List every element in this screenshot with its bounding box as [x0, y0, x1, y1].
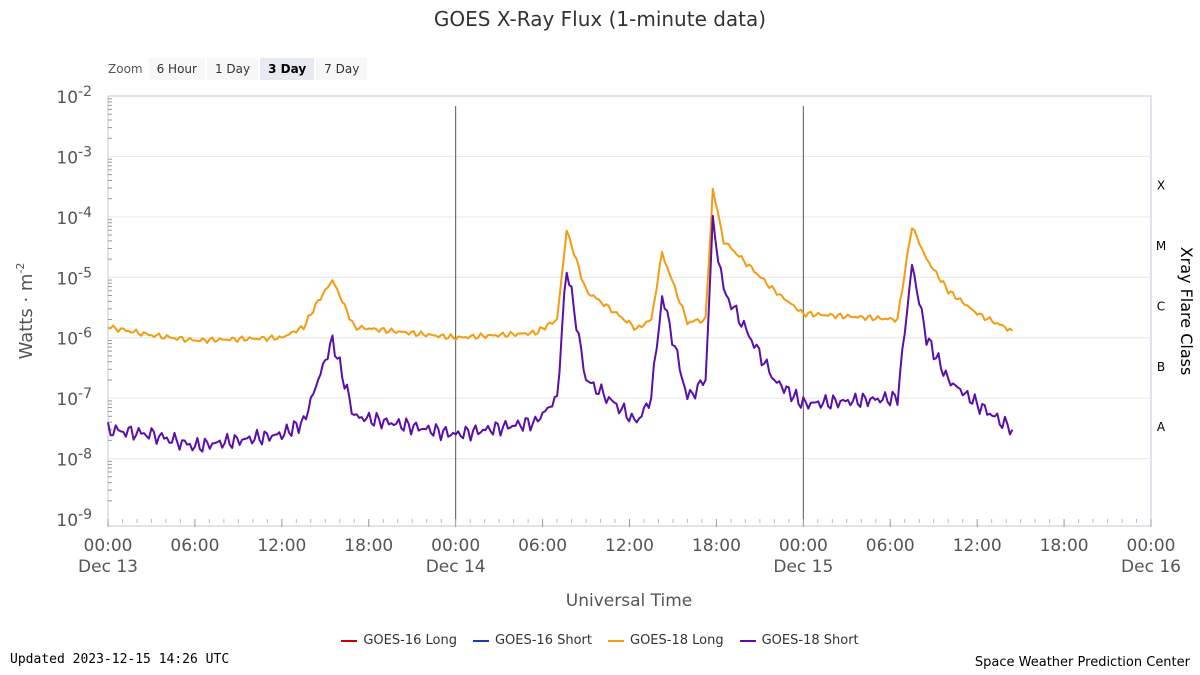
legend-goes16-long[interactable]: GOES-16 Long — [341, 633, 457, 648]
zoom-label: Zoom — [108, 62, 143, 76]
y-tick-label: 10-9 — [56, 507, 92, 531]
legend-swatch — [472, 639, 489, 642]
x-tick-time: 18:00 — [344, 536, 393, 556]
y-axis-label-text: Watts · m — [16, 274, 37, 360]
y-tick-label: 10-8 — [56, 447, 92, 471]
legend-swatch — [739, 639, 756, 642]
y-tick-label: 10-7 — [56, 386, 92, 410]
y-tick-label: 10-4 — [56, 205, 92, 229]
zoom-6-hour-button[interactable]: 6 Hour — [148, 58, 205, 80]
flare-class-label: M — [1156, 239, 1166, 253]
updated-timestamp: Updated 2023-12-15 14:26 UTC — [10, 652, 230, 667]
chart-title: GOES X-Ray Flux (1-minute data) — [434, 7, 766, 31]
x-tick-time: 06:00 — [518, 536, 567, 556]
legend-goes16-short[interactable]: GOES-16 Short — [472, 633, 592, 648]
legend-label: GOES-18 Short — [761, 633, 859, 648]
flare-class-label: C — [1157, 299, 1165, 313]
x-tick-date: Dec 13 — [78, 557, 138, 577]
x-tick-time: 18:00 — [1040, 536, 1089, 556]
legend-label: GOES-18 Long — [630, 633, 724, 648]
chart-legend: GOES-16 Long GOES-16 Short GOES-18 Long … — [0, 633, 1200, 648]
series-lines — [107, 187, 1014, 453]
zoom-1-day-button[interactable]: 1 Day — [206, 58, 259, 80]
series-line-goes-18-long — [107, 187, 1014, 344]
x-tick-date: Dec 15 — [773, 557, 833, 577]
series-line-goes-18-short — [107, 214, 1014, 453]
plot-area — [107, 95, 1152, 527]
legend-swatch — [608, 639, 624, 642]
flare-class-labels: X M C B A — [1156, 179, 1166, 435]
x-tick-time: 12:00 — [605, 536, 654, 556]
y-axis-label-exponent: -2 — [14, 263, 27, 274]
x-tick-time: 12:00 — [257, 536, 306, 556]
x-tick-time: 00:00 — [1127, 536, 1176, 556]
y-axis-ticks: 10-2 10-3 10-4 10-5 10-6 10-7 10-8 10-9 — [56, 84, 112, 531]
legend-goes18-short[interactable]: GOES-18 Short — [739, 633, 859, 648]
x-tick-date: Dec 16 — [1121, 557, 1181, 577]
legend-goes18-long[interactable]: GOES-18 Long — [608, 633, 724, 648]
legend-swatch — [341, 639, 358, 642]
legend-label: GOES-16 Long — [363, 633, 457, 648]
y2-axis-label: Xray Flare Class — [1177, 247, 1196, 376]
legend-label: GOES-16 Short — [494, 633, 592, 648]
y-tick-label: 10-3 — [56, 144, 92, 168]
flare-class-label: A — [1157, 420, 1166, 434]
y-tick-label: 10-2 — [56, 84, 92, 108]
zoom-selector: Zoom 6 Hour 1 Day 3 Day 7 Day — [108, 58, 369, 80]
x-tick-time: 00:00 — [779, 536, 828, 556]
x-tick-time: 06:00 — [866, 536, 915, 556]
zoom-3-day-button[interactable]: 3 Day — [260, 58, 315, 80]
credit-text: Space Weather Prediction Center — [974, 655, 1190, 670]
flare-class-label: X — [1157, 179, 1165, 193]
y-tick-label: 10-6 — [56, 326, 92, 350]
y-tick-label: 10-5 — [56, 265, 92, 289]
x-tick-date: Dec 14 — [426, 557, 486, 577]
zoom-7-day-button[interactable]: 7 Day — [316, 58, 368, 80]
x-tick-time: 06:00 — [170, 536, 219, 556]
x-tick-time: 18:00 — [692, 536, 741, 556]
x-axis-label: Universal Time — [566, 591, 692, 611]
y-axis-label: Watts · m-2 — [14, 263, 37, 360]
x-tick-time: 00:00 — [431, 536, 480, 556]
flare-class-label: B — [1157, 360, 1165, 374]
x-tick-time: 12:00 — [953, 536, 1002, 556]
x-tick-time: 00:00 — [84, 536, 133, 556]
